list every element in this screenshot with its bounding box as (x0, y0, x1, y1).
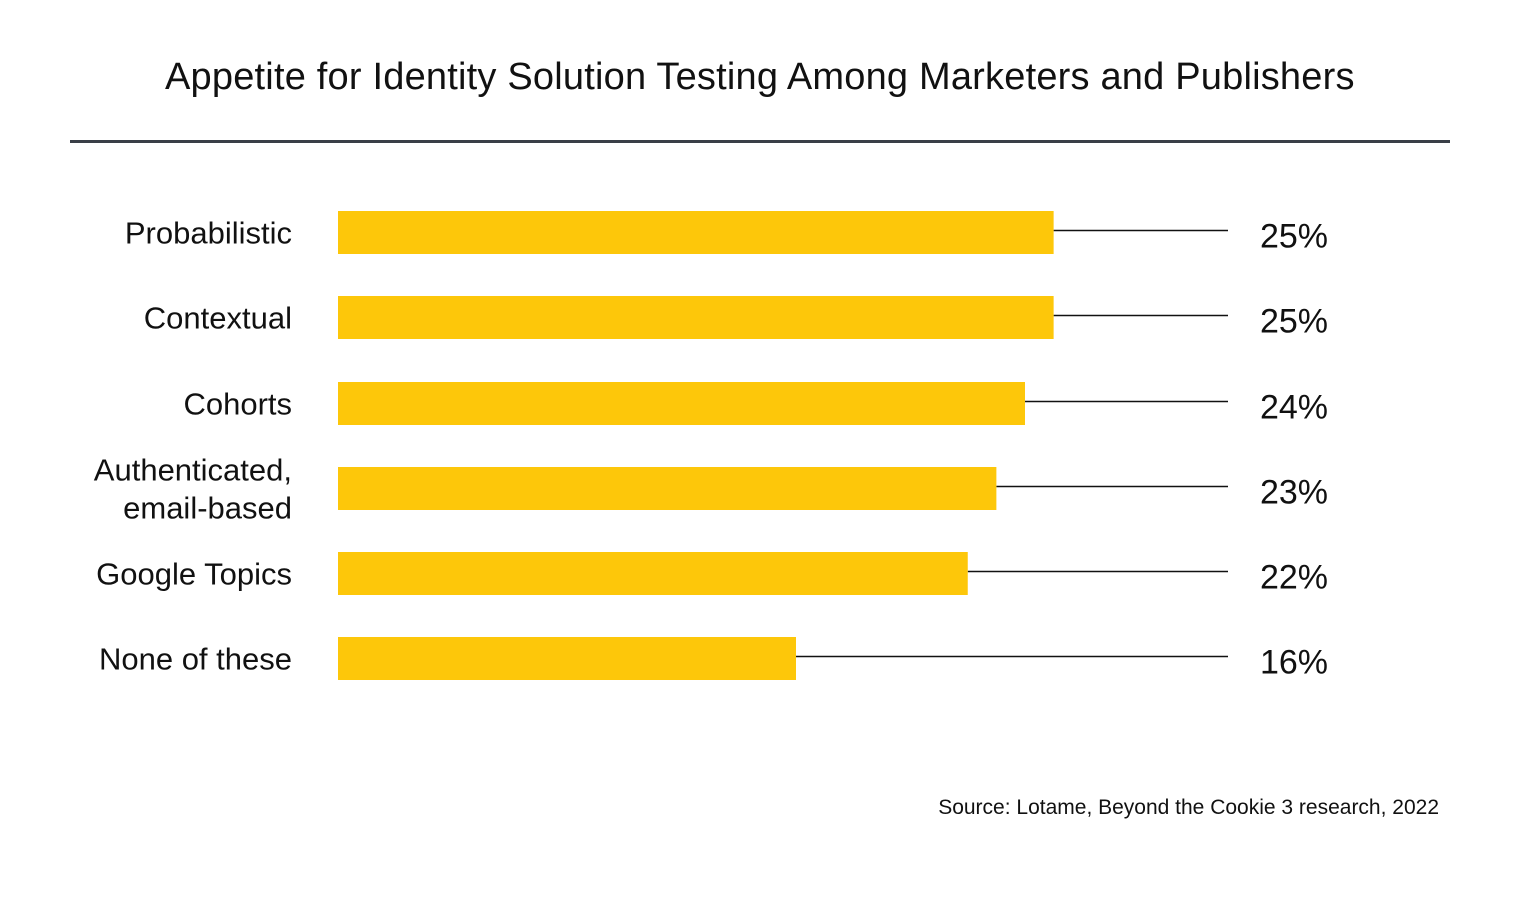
category-label-line: Authenticated, (94, 453, 292, 488)
value-label-1: 25% (1260, 303, 1328, 341)
bar-1 (338, 296, 1054, 339)
value-label-0: 25% (1260, 218, 1328, 256)
bars (338, 211, 1054, 680)
category-label-5: None of these (99, 642, 292, 677)
category-label-line: Contextual (144, 301, 292, 336)
category-label-line: Google Topics (96, 557, 292, 592)
category-label-3: Authenticated, email-based (94, 453, 292, 526)
leader-lines (796, 229, 1228, 658)
category-label-1: Contextual (144, 301, 292, 336)
value-label-4: 22% (1260, 559, 1328, 597)
value-label-5: 16% (1260, 644, 1328, 682)
bar-3 (338, 467, 997, 510)
value-labels: 25% 25% 24% 23% 22% 16% (1260, 218, 1328, 682)
bar-0 (338, 211, 1054, 254)
bar-4 (338, 552, 968, 595)
category-label-2: Cohorts (183, 387, 292, 422)
category-label-line: Probabilistic (125, 216, 292, 251)
category-label-line: email-based (123, 491, 292, 526)
category-label-line: Cohorts (183, 387, 292, 422)
title-divider (70, 140, 1450, 143)
bar-2 (338, 382, 1025, 425)
source-note: Source: Lotame, Beyond the Cookie 3 rese… (938, 796, 1439, 819)
category-label-line: None of these (99, 642, 292, 677)
bar-5 (338, 637, 796, 680)
chart-title: Appetite for Identity Solution Testing A… (165, 56, 1355, 98)
value-label-2: 24% (1260, 389, 1328, 427)
category-label-0: Probabilistic (125, 216, 292, 251)
category-label-4: Google Topics (96, 557, 292, 592)
value-label-3: 23% (1260, 474, 1328, 512)
category-labels: Probabilistic Contextual Cohorts Authentica… (94, 216, 292, 677)
